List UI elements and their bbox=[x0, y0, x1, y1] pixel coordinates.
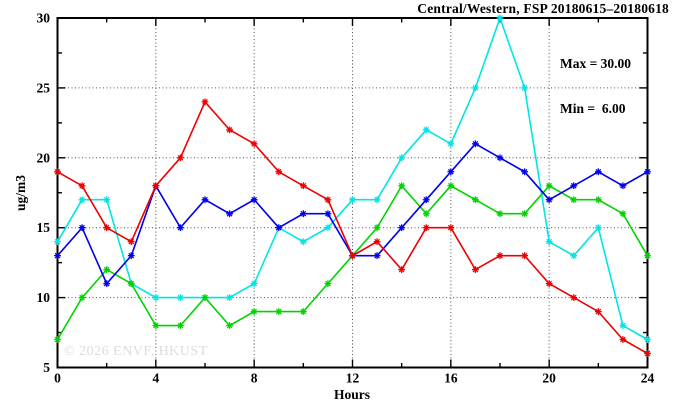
x-tick-label: 20 bbox=[542, 371, 556, 386]
min-label: Min = 6.00 bbox=[560, 101, 626, 116]
max-label: Max = 30.00 bbox=[560, 56, 632, 71]
green-series-markers bbox=[54, 182, 651, 343]
blue-series-line bbox=[56, 142, 648, 286]
y-tick-label: 20 bbox=[37, 150, 51, 165]
max-min-annotation: Max = 30.00 Min = 6.00 bbox=[560, 26, 631, 146]
x-tick-label: 4 bbox=[152, 371, 159, 386]
x-tick-label: 16 bbox=[444, 371, 458, 386]
tick-labels: 5 10 15 20 25 30 0 4 8 12 16 20 24 bbox=[37, 11, 655, 386]
red-series bbox=[54, 98, 651, 357]
x-tick-label: 24 bbox=[641, 371, 655, 386]
y-tick-label: 5 bbox=[43, 360, 50, 375]
y-tick-label: 25 bbox=[37, 80, 51, 95]
blue-series-markers bbox=[54, 140, 651, 288]
chart-title: Central/Western, FSP 20180615–20180618 bbox=[417, 1, 669, 16]
x-tick-label: 12 bbox=[346, 371, 360, 386]
x-tick-label: 8 bbox=[251, 371, 258, 386]
y-axis-label: ug/m3 bbox=[13, 174, 28, 212]
green-series bbox=[54, 182, 651, 343]
axis-ticks bbox=[56, 17, 649, 369]
y-tick-label: 10 bbox=[37, 290, 51, 305]
x-tick-label: 0 bbox=[54, 371, 61, 386]
x-axis-label: Hours bbox=[333, 387, 371, 402]
plot-border bbox=[56, 17, 649, 369]
watermark: © 2026 ENVF, HKUST bbox=[64, 344, 208, 359]
gridlines bbox=[57, 18, 648, 368]
y-tick-label: 30 bbox=[37, 11, 51, 26]
y-tick-label: 15 bbox=[37, 220, 51, 235]
red-series-markers bbox=[54, 98, 651, 357]
